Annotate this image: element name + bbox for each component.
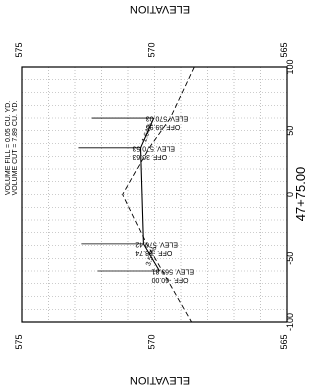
axis-title-top: ELEVATION	[130, 3, 190, 15]
elevation-tick-label-top: 565	[279, 42, 289, 57]
annotation-elev: ELEV. 570.03	[146, 115, 189, 122]
annotation-offset: OFF. -38.74	[135, 249, 172, 256]
offset-tick-label: -50	[285, 252, 295, 265]
axis-title-bottom: ELEVATION	[130, 374, 190, 386]
offset-tick-label: 100	[285, 59, 295, 74]
elevation-tick-label-top: 570	[147, 42, 157, 57]
station-label: 47+75.00	[293, 167, 308, 222]
annotation-offset: OFF. 59.95	[146, 123, 181, 130]
offset-tick-label: 0	[285, 192, 295, 197]
volume-fill-label: VOLUME FILL = 0.05 CU. YD.	[5, 101, 12, 195]
tick-labels: 100 50 0 -50 -100 575 570 565 575 570 565	[14, 42, 295, 349]
annotation-offset: OFF. 36.63	[132, 153, 167, 160]
annotation-elev: ELEV. 570.42	[135, 240, 178, 247]
plot-frame	[21, 66, 288, 323]
slope-label: 1.64%	[141, 122, 154, 143]
volume-cut-label: VOLUME CUT = 7.89 CU. YD.	[12, 101, 19, 196]
offset-tick-label: -100	[285, 313, 295, 331]
proposed-section-line	[139, 117, 160, 272]
offset-tick-label: 50	[285, 126, 295, 136]
annotation-offset: OFF. -60.00	[151, 276, 188, 283]
existing-ground-line	[122, 66, 195, 323]
annotation-elev: ELEV. 570.53	[132, 144, 175, 151]
elevation-tick-label-bottom: 565	[279, 334, 289, 349]
series	[122, 66, 195, 323]
elevation-tick-label-bottom: 570	[147, 334, 157, 349]
elevation-tick-label-top: 575	[14, 42, 24, 57]
elevation-tick-label-bottom: 575	[14, 334, 24, 349]
annotation-elev: ELEV. 569.81	[151, 268, 194, 275]
